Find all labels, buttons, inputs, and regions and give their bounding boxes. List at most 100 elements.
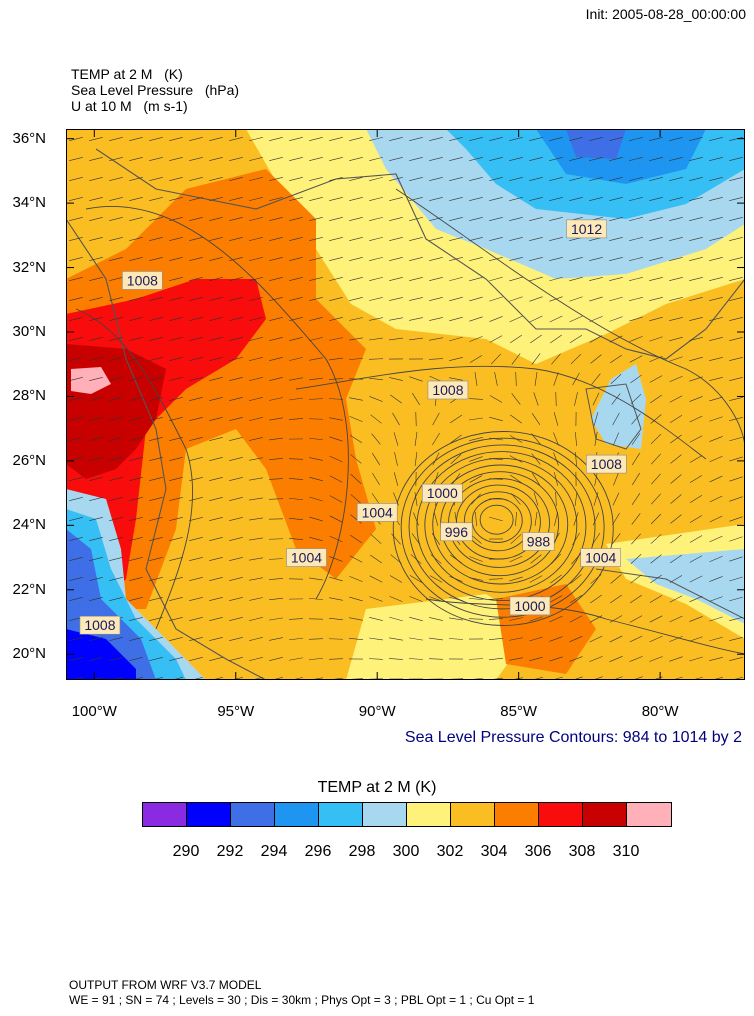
model-info: OUTPUT FROM WRF V3.7 MODEL: [69, 978, 262, 992]
wind-arrow: [649, 137, 663, 141]
wind-arrow: [169, 237, 183, 241]
wind-arrow: [649, 237, 663, 241]
wind-arrow: [448, 638, 464, 640]
wind-arrow: [629, 316, 643, 322]
wind-arrow: [369, 596, 383, 602]
wind-arrow: [569, 635, 583, 643]
lat-tick-label: 36°N: [12, 129, 46, 147]
wind-arrow: [709, 596, 723, 602]
wind-arrow: [389, 596, 403, 602]
wind-arrow: [69, 457, 83, 461]
wind-arrow: [431, 533, 441, 545]
wind-arrow: [189, 257, 203, 261]
wind-arrow: [328, 658, 344, 660]
contour-label-box: [427, 380, 469, 400]
wind-arrow: [649, 336, 663, 342]
wind-arrow: [529, 616, 543, 622]
wind-arrow: [429, 337, 443, 341]
wind-arrow: [349, 596, 363, 602]
wind-arrow: [393, 472, 399, 486]
wind-arrow: [689, 217, 703, 221]
wind-arrow: [149, 397, 163, 401]
wind-arrow: [169, 257, 183, 261]
wind-arrow: [609, 217, 623, 221]
wind-arrow: [229, 497, 243, 501]
wind-arrow: [569, 296, 583, 302]
wind-arrow: [729, 456, 743, 462]
contour-label: 1008: [591, 456, 622, 472]
wind-arrow: [269, 157, 283, 161]
wind-arrow: [629, 297, 643, 301]
wind-arrow: [729, 177, 743, 181]
wind-arrow: [169, 637, 183, 641]
wind-arrow: [189, 497, 203, 501]
wind-arrow: [209, 657, 223, 661]
wind-arrow: [409, 637, 423, 641]
wind-arrow: [488, 478, 504, 480]
wind-arrow: [389, 277, 403, 281]
wind-arrow: [69, 657, 83, 661]
wind-arrow: [269, 617, 283, 621]
colorbar-label: 310: [612, 843, 640, 860]
wind-arrow: [89, 317, 103, 321]
wind-arrow: [669, 636, 683, 642]
wind-arrow: [169, 537, 183, 541]
wind-arrow: [510, 414, 522, 424]
wind-arrow: [393, 432, 399, 446]
wind-arrow: [329, 495, 343, 503]
wind-arrow: [729, 617, 743, 621]
contour-label: 1000: [514, 598, 545, 614]
wind-arrow: [549, 315, 563, 323]
wind-arrow: [509, 576, 523, 582]
wind-arrow: [89, 277, 103, 281]
wind-arrow: [169, 317, 183, 321]
wind-arrow: [589, 296, 603, 302]
wind-arrow: [109, 317, 123, 321]
wind-arrow: [329, 535, 343, 543]
colorbar-cell: [495, 803, 539, 826]
colorbar-cell: [275, 803, 319, 826]
pressure-contour: [424, 457, 578, 593]
wind-arrow: [209, 277, 223, 281]
wind-arrow: [209, 297, 223, 301]
wind-arrow: [269, 437, 283, 441]
wind-arrow: [689, 356, 703, 362]
colorbar-label: 302: [436, 843, 464, 860]
wind-arrow: [449, 316, 463, 322]
wind-arrow: [651, 473, 661, 485]
wind-arrow: [729, 377, 743, 381]
pressure-contour: [479, 504, 514, 535]
wind-arrow: [189, 217, 203, 221]
field-name: Sea Level Pressure: [71, 82, 194, 98]
wind-arrow: [129, 537, 143, 541]
wind-arrow: [229, 257, 243, 261]
wind-arrow: [573, 512, 579, 526]
wind-arrow: [149, 157, 163, 161]
wind-arrow: [432, 412, 440, 426]
wind-arrow: [509, 217, 523, 221]
wind-arrow: [169, 157, 183, 161]
wind-arrow: [629, 656, 643, 662]
wind-arrow: [329, 455, 343, 463]
wind-arrow: [349, 237, 363, 241]
wind-arrow: [209, 217, 223, 221]
wind-arrow: [449, 217, 463, 221]
wind-arrow: [69, 277, 83, 281]
wind-arrow: [630, 554, 642, 564]
wind-arrow: [532, 472, 540, 486]
pressure-contour: [471, 498, 523, 543]
wind-arrow: [529, 257, 543, 261]
wind-arrow: [249, 397, 263, 401]
wind-arrow: [549, 636, 563, 642]
wind-arrow: [269, 237, 283, 241]
wind-arrow: [709, 177, 723, 181]
wind-arrow: [209, 317, 223, 321]
wind-arrow: [149, 357, 163, 361]
wind-arrow: [372, 472, 380, 486]
wind-arrow: [729, 496, 743, 502]
wind-arrow: [209, 357, 223, 361]
wind-arrow: [529, 315, 543, 323]
wind-arrow: [450, 434, 462, 444]
wind-arrow: [149, 537, 163, 541]
wind-arrow: [632, 472, 640, 486]
